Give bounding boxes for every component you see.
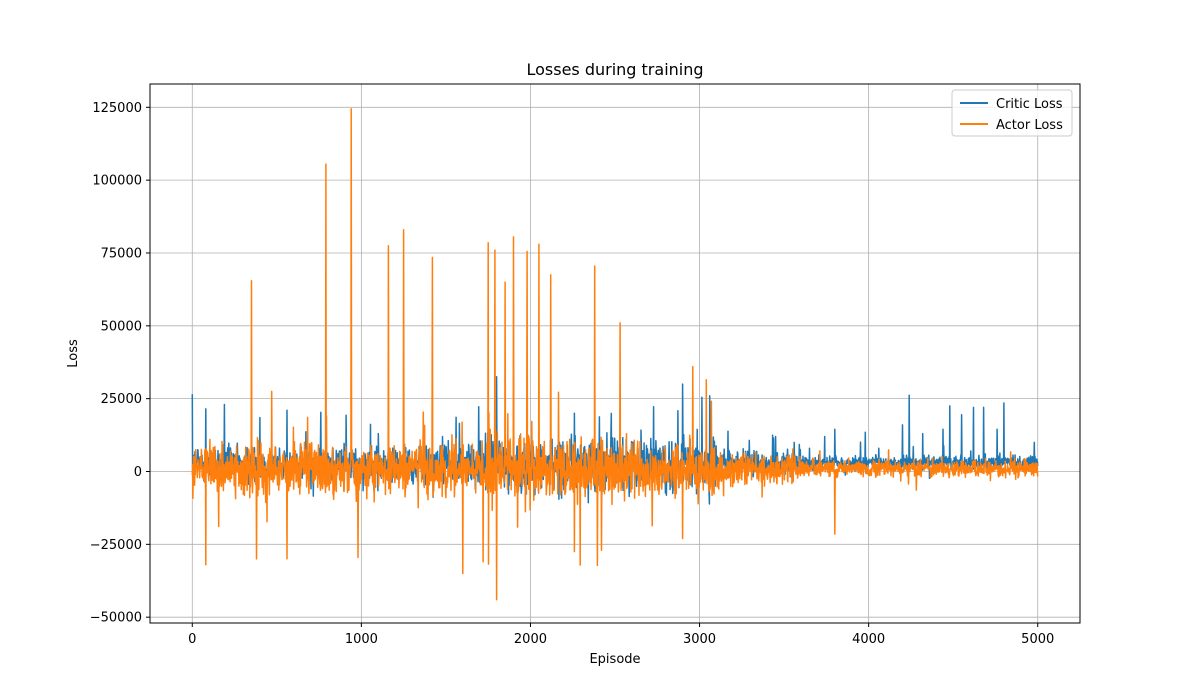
grid xyxy=(150,84,1080,623)
y-tick-label: 25000 xyxy=(101,392,142,407)
plot-frame xyxy=(149,83,1081,624)
chart-title: Losses during training xyxy=(526,60,703,79)
x-tick-label: 2000 xyxy=(514,632,547,647)
y-tick-label: −50000 xyxy=(90,611,142,626)
legend: Critic Loss Actor Loss xyxy=(951,89,1073,137)
legend-label-actor-loss: Actor Loss xyxy=(996,118,1063,133)
y-tick-label: 50000 xyxy=(101,319,142,334)
y-tick-label: −25000 xyxy=(90,538,142,553)
y-tick-label: 75000 xyxy=(101,246,142,261)
series-line-actor-loss xyxy=(191,108,1039,601)
y-axis-label: Loss xyxy=(66,339,81,368)
x-tick-label: 1000 xyxy=(345,632,378,647)
legend-label-critic-loss: Critic Loss xyxy=(996,97,1063,112)
x-tick-label: 5000 xyxy=(1021,632,1054,647)
x-tick-label: 3000 xyxy=(683,632,716,647)
y-tick-label: 125000 xyxy=(92,101,142,116)
y-tick-label: 100000 xyxy=(92,174,142,189)
x-tick-label: 4000 xyxy=(852,632,885,647)
y-tick-label: 0 xyxy=(134,465,142,480)
x-tick-label: 0 xyxy=(188,632,196,647)
series-layer xyxy=(191,108,1039,601)
x-axis-label: Episode xyxy=(589,652,640,667)
ticks: 0 1000 2000 3000 4000 5000 −50000 −25000 0 25000 5… xyxy=(90,101,1055,647)
